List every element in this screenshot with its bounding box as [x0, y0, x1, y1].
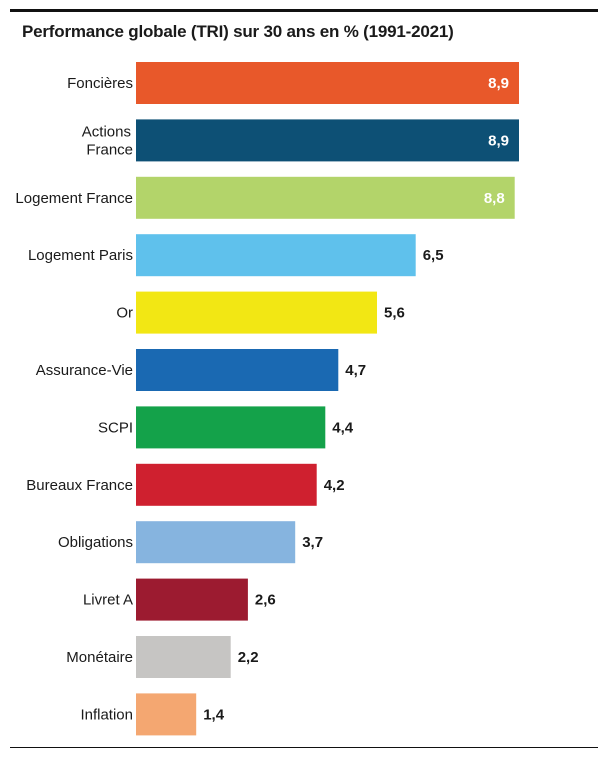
- category-label-obligations: Obligations: [58, 534, 133, 551]
- category-label-logement-paris: Logement Paris: [28, 247, 133, 264]
- value-label-bureaux-france: 4,2: [324, 477, 345, 494]
- category-label-livret-a: Livret A: [83, 592, 133, 609]
- value-label-actions-france: 8,9: [488, 132, 509, 149]
- chart-title: Performance globale (TRI) sur 30 ans en …: [22, 22, 454, 41]
- bar-scpi: [136, 406, 326, 449]
- value-label-livret-a: 2,6: [255, 592, 276, 609]
- top-rule: [10, 9, 598, 12]
- value-label-or: 5,6: [384, 305, 405, 322]
- category-label-actions-france: Actions France: [82, 123, 133, 158]
- value-label-logement-paris: 6,5: [423, 247, 444, 264]
- category-label-assurance-vie: Assurance-Vie: [36, 362, 133, 379]
- value-label-obligations: 3,7: [302, 534, 323, 551]
- bar-assurance-vie: [136, 349, 339, 391]
- category-label-foncieres: Foncières: [67, 75, 133, 92]
- bar-monetaire: [136, 636, 231, 678]
- bottom-rule: [10, 747, 598, 748]
- bar-logement-paris: [136, 234, 416, 277]
- value-label-scpi: 4,4: [332, 419, 354, 436]
- bar-actions-france: [136, 119, 519, 162]
- bar-or: [136, 291, 377, 334]
- category-label-inflation: Inflation: [80, 706, 133, 723]
- value-label-monetaire: 2,2: [238, 649, 259, 666]
- category-label-bureaux-france: Bureaux France: [26, 477, 133, 494]
- value-label-logement-france: 8,8: [484, 190, 505, 207]
- value-label-inflation: 1,4: [203, 706, 225, 723]
- category-label-logement-france: Logement France: [15, 190, 133, 207]
- bar-inflation: [136, 693, 197, 736]
- bar-foncieres: [136, 62, 519, 104]
- bar-livret-a: [136, 578, 248, 621]
- category-label-or: Or: [116, 305, 133, 322]
- category-label-scpi: SCPI: [98, 419, 133, 436]
- bar-logement-france: [136, 176, 515, 219]
- value-label-assurance-vie: 4,7: [345, 362, 366, 379]
- value-label-foncieres: 8,9: [488, 75, 509, 92]
- category-label-monetaire: Monétaire: [66, 649, 133, 666]
- bar-bureaux-france: [136, 463, 317, 506]
- bar-obligations: [136, 521, 296, 564]
